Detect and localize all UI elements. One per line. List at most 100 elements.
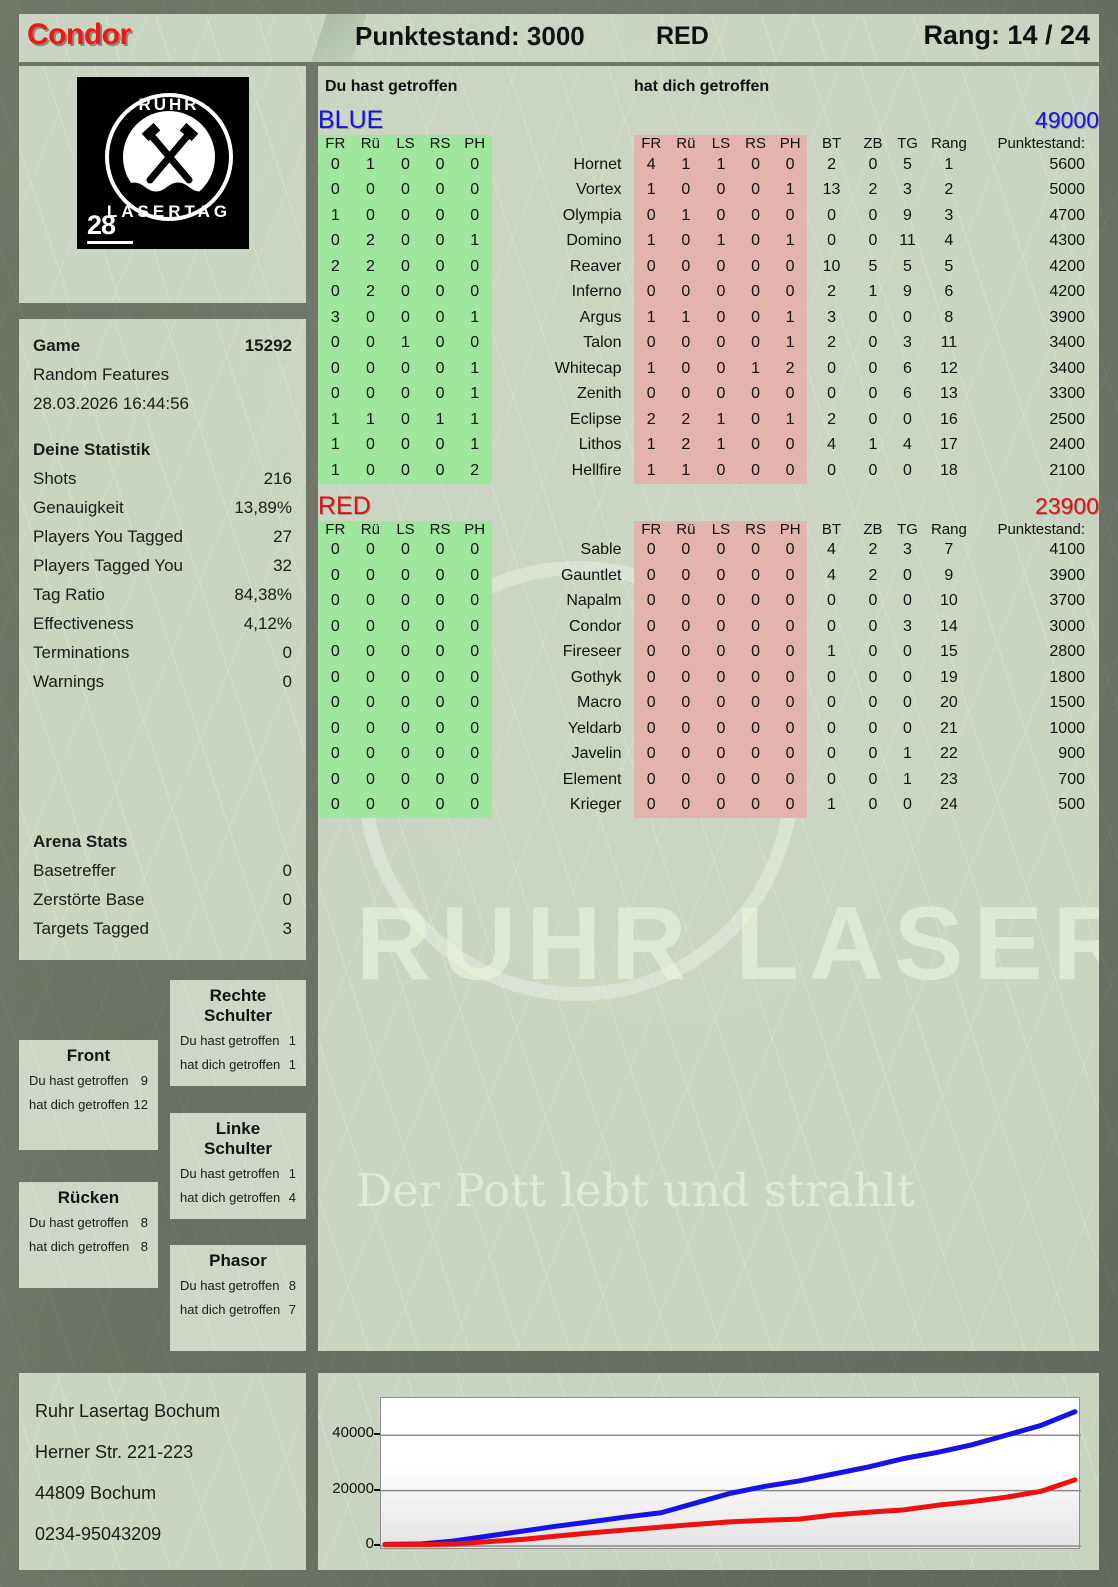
col-head-ph-you: PH xyxy=(457,135,492,152)
cell-them-ls: 0 xyxy=(703,588,739,614)
cell-them-rs: 0 xyxy=(738,279,773,305)
table-row[interactable]: 0 0 0 0 0 Napalm 0 0 0 0 0 0 0 0 10 3700 xyxy=(318,588,1099,614)
team-total-score: 49000 xyxy=(1035,107,1099,133)
cell-you-ls: 0 xyxy=(388,356,423,382)
cell-punktestand: 4200 xyxy=(1049,257,1085,275)
cell-tg: 0 xyxy=(903,461,912,479)
table-row[interactable]: 0 2 0 0 1 Domino 1 0 1 0 1 0 0 11 4 4300 xyxy=(318,228,1099,254)
cell-them-ph: 1 xyxy=(772,228,808,254)
col-head-ls-them: LS xyxy=(703,520,739,538)
zone-front: Front Du hast getroffen 9 hat dich getro… xyxy=(19,1040,158,1150)
stat-label: Basetreffer xyxy=(33,861,116,880)
table-row[interactable]: 1 0 0 0 0 Olympia 0 1 0 0 0 0 0 9 3 4700 xyxy=(318,203,1099,229)
cell-punktestand: 3900 xyxy=(1049,308,1085,326)
cell-you-rs: 0 xyxy=(422,203,458,229)
table-row[interactable]: 0 0 0 0 0 Macro 0 0 0 0 0 0 0 0 20 1500 xyxy=(318,690,1099,716)
cell-you-rs: 0 xyxy=(422,279,458,305)
table-row[interactable]: 0 0 0 0 0 Krieger 0 0 0 0 0 1 0 0 24 500 xyxy=(318,792,1099,818)
cell-punktestand: 1800 xyxy=(1049,668,1085,686)
table-row[interactable]: 0 0 0 0 0 Javelin 0 0 0 0 0 0 0 1 22 900 xyxy=(318,741,1099,767)
cell-rang: 19 xyxy=(939,668,958,686)
cell-tg: 6 xyxy=(903,359,912,377)
cell-you-rs: 0 xyxy=(422,254,458,280)
cell-them-ph: 0 xyxy=(772,639,808,665)
cell-them-rs: 0 xyxy=(738,407,773,433)
stat-row: Warnings 0 xyxy=(33,667,292,696)
cell-them-rs: 0 xyxy=(738,792,773,818)
zone-hit-you-row: hat dich getroffen 1 xyxy=(180,1057,296,1072)
table-row[interactable]: 0 2 0 0 0 Inferno 0 0 0 0 0 2 1 9 6 4200 xyxy=(318,279,1099,305)
cell-them-ls: 0 xyxy=(703,741,739,767)
stat-label: Tag Ratio xyxy=(33,585,105,604)
cell-them-ls: 1 xyxy=(703,407,739,433)
cell-punktestand: 4700 xyxy=(1049,206,1085,224)
svg-text:LASERTAG: LASERTAG xyxy=(107,202,231,221)
cell-you-fr: 3 xyxy=(318,305,353,331)
cell-bt: 2 xyxy=(827,283,836,301)
zone-hit-you-label: hat dich getroffen xyxy=(180,1302,281,1317)
ruhr-lasertag-logo-icon: RUHR LASERTAG xyxy=(105,93,233,221)
table-row[interactable]: 3 0 0 0 1 Argus 1 1 0 0 1 3 0 0 8 3900 xyxy=(318,305,1099,331)
cell-you-rs: 0 xyxy=(422,356,458,382)
chart-inner: 0 20000 40000 xyxy=(332,1397,1081,1552)
table-row[interactable]: 0 0 0 0 1 Whitecap 1 0 0 1 2 0 0 6 12 3400 xyxy=(318,356,1099,382)
table-row[interactable]: 0 0 0 0 0 Fireseer 0 0 0 0 0 1 0 0 15 2800 xyxy=(318,639,1099,665)
col-head-rs-you: RS xyxy=(422,520,458,538)
cell-them-ph: 0 xyxy=(772,381,808,407)
cell-player-name: Element xyxy=(562,770,622,788)
table-row[interactable]: 0 0 0 0 0 Gauntlet 0 0 0 0 0 4 2 0 9 3900 xyxy=(318,563,1099,589)
cell-them-rü: 1 xyxy=(668,458,704,484)
cell-tg: 0 xyxy=(903,694,912,712)
cell-you-rs: 0 xyxy=(422,432,458,458)
cell-them-rü: 0 xyxy=(668,228,704,254)
arena-stats-list: Basetreffer 0 Zerstörte Base 0 Targets Tagge… xyxy=(33,856,292,943)
table-row[interactable]: 0 0 0 0 1 Zenith 0 0 0 0 0 0 0 6 13 3300 xyxy=(318,381,1099,407)
table-row[interactable]: 0 1 0 0 0 Hornet 4 1 1 0 0 2 0 5 1 5600 xyxy=(318,152,1099,178)
table-row[interactable]: 1 0 0 0 1 Lithos 1 2 1 0 0 4 1 4 17 2400 xyxy=(318,432,1099,458)
cell-you-rs: 0 xyxy=(422,381,458,407)
cell-them-fr: 2 xyxy=(634,407,668,433)
cell-punktestand: 2500 xyxy=(1049,410,1085,428)
cell-them-ph: 0 xyxy=(772,458,808,484)
table-row[interactable]: 0 0 0 0 0 Sable 0 0 0 0 0 4 2 3 7 4100 xyxy=(318,537,1099,563)
cell-bt: 1 xyxy=(827,643,836,661)
col-head-ph-them: PH xyxy=(772,520,808,538)
cell-them-rü: 0 xyxy=(668,614,704,640)
cell-you-ph: 0 xyxy=(457,254,492,280)
table-row[interactable]: 2 2 0 0 0 Reaver 0 0 0 0 0 10 5 5 5 4200 xyxy=(318,254,1099,280)
table-row[interactable]: 0 0 0 0 0 Vortex 1 0 0 0 1 13 2 3 2 5000 xyxy=(318,177,1099,203)
table-row[interactable]: 0 0 0 0 0 Element 0 0 0 0 0 0 0 1 23 700 xyxy=(318,767,1099,793)
cell-punktestand: 4200 xyxy=(1049,283,1085,301)
cell-them-fr: 0 xyxy=(634,537,668,563)
cell-you-ph: 0 xyxy=(457,537,492,563)
cell-you-rü: 2 xyxy=(352,254,389,280)
cell-them-rs: 0 xyxy=(738,254,773,280)
team-header-row: BLUE 49000 xyxy=(318,106,1099,135)
address-line: Herner Str. 221-223 xyxy=(35,1442,194,1462)
cell-you-fr: 0 xyxy=(318,690,353,716)
cell-zb: 0 xyxy=(868,155,878,173)
arena-stats-title: Arena Stats xyxy=(33,832,128,851)
cell-you-rs: 0 xyxy=(422,152,458,178)
table-row[interactable]: 0 0 1 0 0 Talon 0 0 0 0 1 2 0 3 11 3400 xyxy=(318,330,1099,356)
chart-tickmark xyxy=(374,1544,380,1546)
cell-them-ph: 1 xyxy=(772,407,808,433)
cell-them-rs: 0 xyxy=(738,614,773,640)
game-row: Game 15292 xyxy=(33,331,292,360)
cell-them-ls: 0 xyxy=(703,305,739,331)
table-row[interactable]: 0 0 0 0 0 Condor 0 0 0 0 0 0 0 3 14 3000 xyxy=(318,614,1099,640)
cell-zb: 0 xyxy=(868,308,878,326)
cell-punktestand: 2400 xyxy=(1049,436,1085,454)
table-row[interactable]: 0 0 0 0 0 Gothyk 0 0 0 0 0 0 0 0 19 1800 xyxy=(318,665,1099,691)
cell-you-ls: 0 xyxy=(388,177,423,203)
zone-you-hit-value: 8 xyxy=(140,1215,148,1230)
cell-them-fr: 0 xyxy=(634,588,668,614)
table-row[interactable]: 1 1 0 1 1 Eclipse 2 2 1 0 1 2 0 0 16 2500 xyxy=(318,407,1099,433)
table-row[interactable]: 1 0 0 0 2 Hellfire 1 1 0 0 0 0 0 0 18 2100 xyxy=(318,458,1099,484)
game-datetime-row: 28.03.2026 16:44:56 xyxy=(33,389,292,418)
table-row[interactable]: 0 0 0 0 0 Yeldarb 0 0 0 0 0 0 0 0 21 1000 xyxy=(318,716,1099,742)
cell-you-rs: 0 xyxy=(422,639,458,665)
cell-them-fr: 1 xyxy=(634,432,668,458)
cell-zb: 2 xyxy=(868,566,878,584)
cell-you-rü: 0 xyxy=(352,639,389,665)
